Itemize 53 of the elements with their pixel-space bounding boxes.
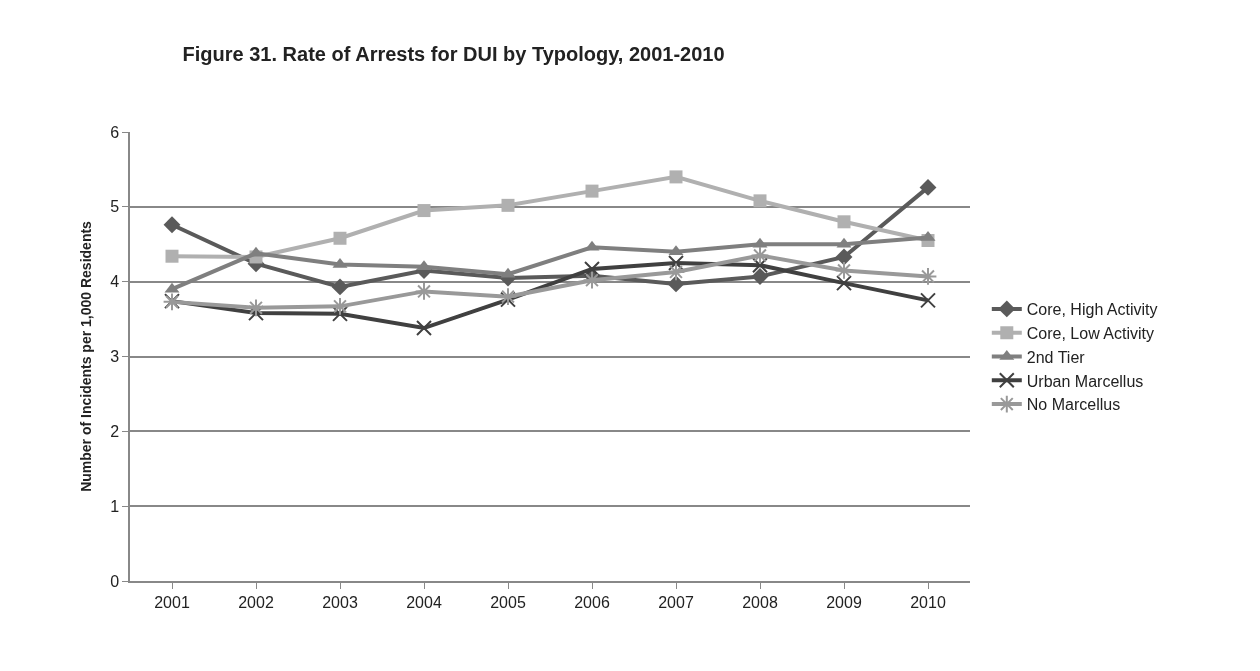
point — [333, 231, 347, 245]
point — [751, 267, 769, 285]
point — [919, 178, 937, 196]
point — [584, 260, 600, 277]
x-tick-label: 2006 — [574, 593, 610, 611]
y-tick-label: 6 — [110, 123, 120, 141]
x-tick-label: 2005 — [490, 593, 526, 611]
point — [331, 278, 349, 296]
point — [414, 282, 434, 301]
point — [163, 216, 181, 234]
point — [585, 184, 599, 198]
x-tick-label: 2002 — [238, 593, 274, 611]
point — [416, 320, 432, 337]
point — [165, 249, 179, 263]
x-tick-label: 2003 — [322, 593, 358, 611]
x-tick-label: 2004 — [406, 593, 442, 611]
legend-label: No Marcellus — [1026, 396, 1121, 414]
point — [918, 267, 938, 286]
y-tick-label: 1 — [110, 497, 120, 515]
point — [836, 275, 852, 292]
y-axis-title: Number of Incidents per 1,000 Residents — [78, 220, 95, 492]
point — [750, 246, 770, 265]
y-tick-label: 2 — [110, 422, 120, 440]
x-tick-label: 2009 — [826, 593, 862, 611]
point — [330, 296, 350, 316]
legend-label: Urban Marcellus — [1026, 372, 1144, 390]
y-tick-label: 5 — [110, 198, 120, 216]
point — [920, 292, 936, 309]
x-tick-label: 2001 — [154, 593, 190, 611]
point — [332, 305, 348, 322]
point — [752, 257, 768, 274]
point — [668, 254, 684, 271]
x-tick-label: 2007 — [658, 593, 694, 611]
point — [417, 204, 431, 218]
point — [582, 270, 602, 290]
point — [667, 275, 685, 293]
point — [246, 298, 266, 318]
point — [501, 198, 515, 212]
point — [835, 248, 853, 266]
point — [837, 215, 851, 229]
legend-label: Core, High Activity — [1026, 301, 1158, 319]
chart-title: Figure 31. Rate of Arrests for DUI by Typology, 2001-2010 — [182, 42, 725, 65]
legend-label: Core, Low Activity — [1026, 324, 1154, 342]
legend-label: 2nd Tier — [1026, 348, 1086, 366]
x-tick-label: 2010 — [910, 593, 946, 611]
x-tick-label: 2008 — [742, 593, 778, 611]
y-tick-label: 4 — [110, 273, 120, 291]
point — [834, 261, 854, 280]
y-tick-label: 3 — [110, 348, 120, 366]
point — [753, 194, 767, 208]
point — [666, 262, 686, 282]
y-tick-label: 0 — [110, 572, 120, 590]
point — [669, 170, 683, 184]
